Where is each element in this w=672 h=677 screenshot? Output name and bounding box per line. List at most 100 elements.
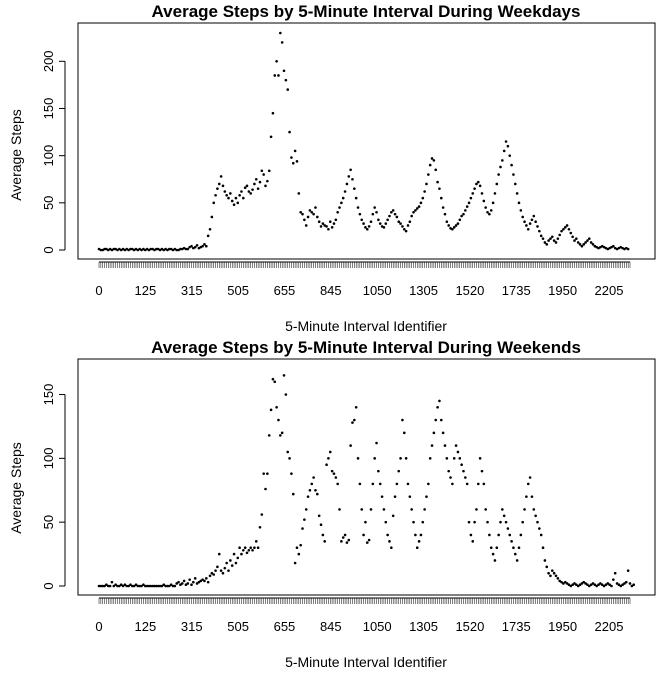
data-point [443,444,447,447]
data-point [360,218,364,222]
data-point [212,201,216,205]
data-point [575,237,578,240]
data-point [125,584,129,588]
data-point [550,235,554,239]
data-point [206,234,210,238]
data-point [560,580,563,584]
data-point [221,571,225,575]
x-tick-label: 1520 [455,619,484,634]
data-point [103,247,106,251]
data-point [164,584,167,588]
data-point [328,220,332,223]
data-point [423,508,426,511]
data-point [508,154,512,157]
data-point [599,582,602,585]
x-tick-label: 0 [95,283,102,298]
data-point [208,574,212,578]
data-point [539,533,543,537]
data-point [264,487,267,491]
weekday-x-axis-label: 5-Minute Interval Identifier [285,318,447,334]
data-point [499,165,502,169]
data-point [334,476,338,479]
data-point [230,564,234,567]
data-point [462,469,465,473]
data-point [304,508,308,511]
data-point [432,431,436,435]
data-point [203,579,206,583]
data-point [427,173,430,176]
data-point [304,224,308,227]
data-point [519,533,523,537]
data-point [267,169,271,173]
data-point [536,225,539,228]
data-point [330,469,334,473]
data-point [229,192,232,195]
data-point [462,212,465,216]
data-point [166,584,169,588]
data-point [203,243,206,246]
data-point [192,580,195,584]
data-point [423,190,426,193]
data-point [354,196,358,200]
data-point [491,201,495,205]
data-point [395,215,399,219]
data-point [499,520,502,524]
data-point [497,533,500,537]
data-point [530,218,534,222]
data-point [513,182,517,186]
data-point [510,163,513,167]
data-point [310,482,314,486]
data-point [538,527,541,530]
data-point [290,472,293,475]
data-point [406,482,410,486]
data-point [543,241,547,244]
data-point [256,187,260,190]
data-point [112,247,116,251]
data-point [199,579,203,583]
data-point [279,434,282,437]
data-point [316,492,319,496]
data-point [340,201,343,205]
data-point [195,243,199,247]
data-point [525,495,528,498]
data-point [275,60,278,63]
data-point [371,212,375,216]
data-point [330,226,334,229]
data-point [451,482,454,486]
data-point [473,520,476,524]
data-point [543,559,547,562]
data-point [556,237,560,240]
data-point [227,569,230,572]
data-point [460,214,463,218]
data-point [186,582,190,585]
data-point [608,583,611,587]
data-point [388,214,391,218]
data-point [336,210,339,214]
x-tick-label: 315 [181,283,203,298]
data-point [364,520,367,524]
data-point [591,582,595,585]
weekend-x-axis-label: 5-Minute Interval Identifier [285,654,447,670]
data-point [168,584,171,588]
data-point [310,210,314,214]
data-point [476,180,480,184]
data-point [390,546,393,550]
data-point [290,156,293,159]
data-point [267,434,271,437]
data-point [106,584,110,588]
data-point [515,559,519,562]
data-point [262,173,265,176]
data-point [375,210,378,214]
data-point [475,508,478,511]
x-tick-label: 125 [135,619,157,634]
data-point [242,548,245,552]
data-point [168,247,171,251]
data-point [251,548,254,552]
data-point [118,584,121,588]
data-point [465,205,469,208]
data-point [569,584,573,588]
data-point [473,187,476,190]
data-point [193,245,197,249]
data-point [271,111,275,115]
